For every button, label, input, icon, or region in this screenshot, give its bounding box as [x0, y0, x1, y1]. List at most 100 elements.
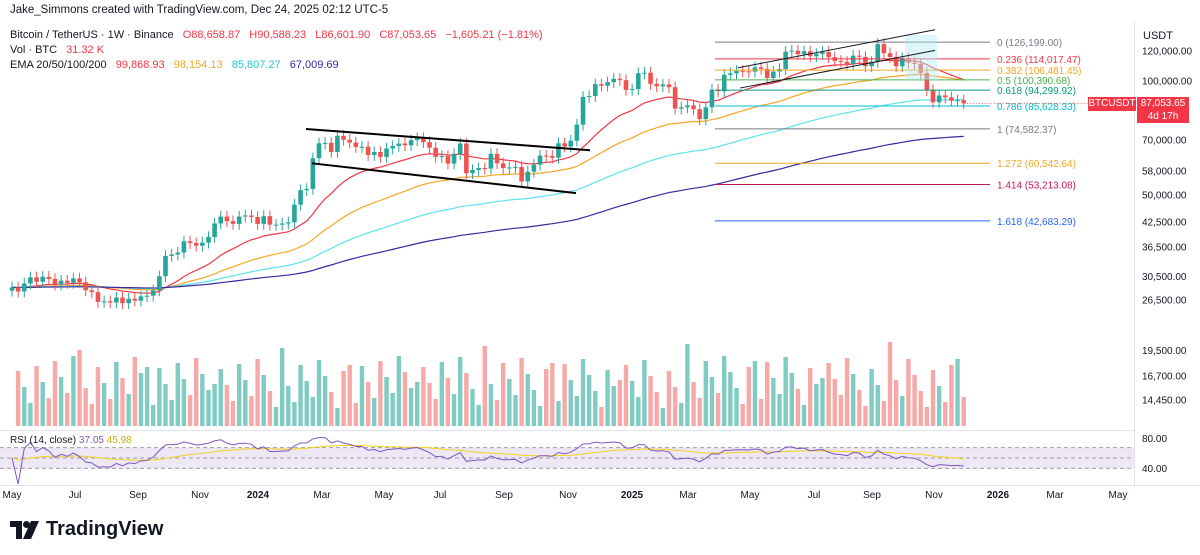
volume-bar: [599, 407, 604, 426]
volume-bar: [605, 370, 610, 426]
candle-body: [728, 73, 733, 75]
volume-bar: [372, 398, 377, 426]
volume-bar: [304, 381, 309, 426]
candle-body: [427, 142, 432, 148]
candle-body: [451, 153, 457, 164]
volume-bar: [200, 374, 205, 426]
volume-bar: [642, 360, 647, 426]
volume-bar: [703, 361, 709, 426]
candle-body: [181, 241, 187, 253]
volume-bar: [15, 371, 21, 426]
candle-body: [328, 142, 334, 152]
volume-bar: [378, 361, 383, 426]
volume-bar: [120, 378, 125, 426]
ema-label[interactable]: EMA 20/50/100/200: [10, 59, 107, 71]
candle-body: [200, 242, 205, 246]
price-tick-label: 30,500.00: [1142, 272, 1187, 283]
rsi-ma-value: 45.98: [107, 435, 132, 446]
volume-bar: [22, 387, 27, 426]
candle-body: [906, 58, 911, 63]
volume-bar: [783, 357, 788, 426]
volume-bar: [206, 390, 211, 426]
volume-bar: [955, 359, 960, 426]
volume-bar: [316, 360, 322, 426]
volume-bar: [396, 356, 402, 426]
candle-body: [593, 84, 598, 97]
candle-body: [304, 188, 310, 191]
volume-bars: [15, 342, 966, 426]
candle-body: [740, 70, 745, 72]
candle-body: [353, 142, 359, 147]
candle-body: [169, 254, 174, 256]
candle-body: [144, 295, 150, 297]
volume-bar: [427, 383, 432, 426]
candle-body: [623, 80, 629, 90]
volume-bar: [949, 365, 954, 426]
candle-body: [838, 60, 844, 62]
volume-bar: [114, 362, 119, 426]
candle-body: [599, 84, 604, 86]
candle-body: [218, 216, 224, 224]
rsi-value: 37.05: [79, 435, 107, 446]
volume-bar: [169, 400, 174, 426]
volume-label[interactable]: Vol · BTC: [10, 44, 58, 56]
price-tick-label: 16,700.00: [1142, 372, 1187, 383]
volume-bar: [906, 359, 911, 426]
ema200-value: 67,009.69: [289, 59, 339, 71]
candle-body: [255, 216, 260, 224]
candle-body: [273, 224, 279, 226]
candle-body: [519, 166, 524, 182]
ema100-line: [11, 99, 964, 290]
candle-body: [408, 140, 414, 146]
candle-body: [752, 67, 758, 72]
candle-body: [421, 138, 426, 143]
candle-body: [482, 168, 488, 170]
change-value: −1,605.21 (−1.81%): [445, 29, 543, 41]
volume-bar: [740, 404, 745, 426]
volume-bar: [887, 342, 893, 426]
candle-body: [316, 143, 322, 159]
volume-bar: [138, 373, 144, 426]
candle-body: [120, 297, 125, 304]
volume-bar: [476, 405, 481, 426]
fib-label: 1.272 (60,542.64): [997, 159, 1076, 170]
volume-bar: [151, 405, 156, 426]
candle-body: [801, 51, 807, 55]
volume-bar: [832, 379, 837, 426]
candle-body: [347, 139, 352, 143]
volume-bar: [101, 383, 107, 426]
candle-body: [930, 90, 936, 103]
candle-body: [887, 53, 893, 57]
volume-value: 31.32 K: [66, 44, 105, 56]
volume-bar: [691, 382, 696, 426]
open-value: O88,658.87: [182, 29, 241, 41]
volume-bar: [519, 358, 524, 426]
volume-bar: [181, 379, 187, 426]
candle-body: [488, 153, 494, 169]
symbol-name[interactable]: Bitcoin / TetherUS · 1W · Binance: [10, 29, 174, 41]
volume-bar: [52, 361, 58, 426]
volume-bar: [580, 359, 586, 426]
candle-body: [635, 73, 641, 90]
volume-bar: [267, 391, 273, 426]
candle-body: [648, 72, 653, 84]
candle-body: [789, 50, 795, 52]
volume-bar: [734, 388, 739, 426]
volume-bar: [771, 378, 776, 426]
last-price-box: 87,053.65 4d 17h: [1137, 97, 1189, 123]
candle-body: [310, 158, 316, 189]
candle-body: [95, 292, 101, 302]
volume-bar: [611, 386, 616, 426]
price-tick-label: 14,450.00: [1142, 395, 1187, 406]
rsi-tick-label: 40.00: [1142, 464, 1167, 475]
volume-bar: [709, 377, 715, 426]
candle-body: [83, 282, 88, 291]
tradingview-logo[interactable]: TradingView: [10, 518, 163, 541]
candle-body: [71, 278, 76, 283]
volume-bar: [28, 403, 33, 426]
candle-body: [212, 223, 217, 237]
rsi-tick-label: 80.00: [1142, 434, 1167, 445]
time-tick-label: 2026: [987, 490, 1010, 501]
candle-body: [629, 89, 635, 91]
